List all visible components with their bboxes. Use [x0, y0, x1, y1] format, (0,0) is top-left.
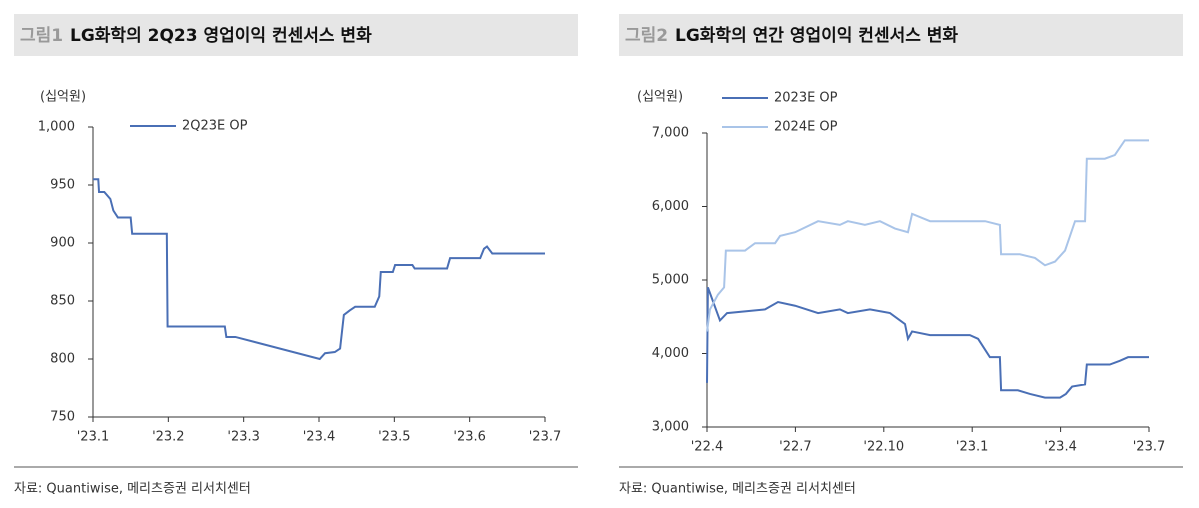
figure-label: 그림2 — [625, 26, 668, 46]
y-tick-label: 3,000 — [652, 420, 689, 435]
y-tick-label: 850 — [50, 294, 75, 309]
y-tick-label: 6,000 — [652, 199, 689, 214]
x-tick-label: '23.4 — [303, 430, 336, 445]
y-tick-label: 1,000 — [38, 120, 75, 135]
line-series — [706, 287, 1149, 399]
x-tick-label: '23.3 — [227, 430, 260, 445]
x-tick-label: '22.10 — [863, 440, 904, 455]
x-tick-label: '23.1 — [956, 440, 989, 455]
source-note: 자료: Quantiwise, 메리츠증권 리서치센터 — [619, 482, 856, 497]
y-tick-label: 5,000 — [652, 273, 689, 288]
y-tick-label: 800 — [50, 352, 75, 367]
source-note: 자료: Quantiwise, 메리츠증권 리서치센터 — [14, 482, 251, 497]
x-tick-label: '23.7 — [529, 430, 562, 445]
y-tick-label: 750 — [50, 410, 75, 425]
y-tick-label: 7,000 — [652, 126, 689, 141]
header-bar — [619, 14, 1183, 56]
line-series — [93, 178, 545, 361]
x-tick-label: '23.7 — [1133, 440, 1166, 455]
chart-title: LG화학의 연간 영업이익 컨센서스 변화 — [675, 26, 958, 46]
x-tick-label: '23.5 — [378, 430, 411, 445]
unit-label: (십억원) — [637, 90, 683, 105]
figure-label: 그림1 — [20, 26, 63, 46]
x-tick-label: '23.1 — [77, 430, 110, 445]
x-tick-label: '22.4 — [691, 440, 724, 455]
y-tick-label: 950 — [50, 178, 75, 193]
chart-title: LG화학의 2Q23 영업이익 컨센서스 변화 — [70, 26, 372, 46]
y-tick-label: 4,000 — [652, 346, 689, 361]
x-tick-label: '23.6 — [453, 430, 486, 445]
legend-label: 2024E OP — [774, 120, 838, 135]
x-tick-label: '22.7 — [779, 440, 812, 455]
legend-label: 2023E OP — [774, 91, 838, 106]
legend-label: 2Q23E OP — [182, 119, 248, 134]
unit-label: (십억원) — [40, 90, 86, 105]
line-series — [706, 139, 1149, 332]
header-bar — [14, 14, 578, 56]
x-tick-label: '23.4 — [1044, 440, 1077, 455]
y-tick-label: 900 — [50, 236, 75, 251]
x-tick-label: '23.2 — [152, 430, 185, 445]
